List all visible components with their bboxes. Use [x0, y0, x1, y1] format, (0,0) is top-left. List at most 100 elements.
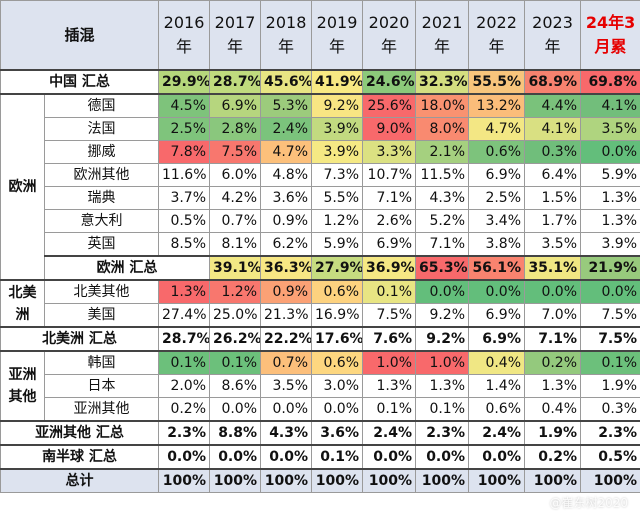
column-header-1: 2017 年 — [209, 0, 262, 71]
table-cell: 4.1% — [580, 93, 640, 118]
table-cell: 7.1% — [524, 326, 582, 352]
row-label: 意大利 — [43, 209, 160, 233]
table-cell: 7.0% — [524, 303, 582, 328]
table-cell: 5.3% — [260, 93, 313, 118]
table-row: 美国 27.4% 25.0% 21.3% 16.9% 7.5% 9.2% 6.9% 7.0% 7.… — [1, 303, 640, 328]
table-cell: 0.4% — [468, 350, 526, 375]
table-cell: 0.3% — [580, 397, 640, 422]
header-row: 插混 2016 年 2017 年 2018 年 2019 年 2020 年 2021 年 20… — [0, 0, 640, 71]
table-cell: 0.1% — [415, 397, 470, 422]
table-cell: 1.2% — [209, 279, 262, 304]
table-row: 亚洲 其他 韩国 0.1% 0.1% 0.7% 0.6% 1.0% 1.0% 0.4% 0.2% 0… — [0, 350, 640, 422]
table-cell: 0.0% — [311, 397, 364, 422]
table-cell: 0.4% — [524, 397, 582, 422]
row-label: 挪威 — [43, 140, 160, 164]
column-header-3: 2019 年 — [311, 0, 364, 71]
region-label: 欧洲 — [0, 93, 45, 281]
table-cell: 0.0% — [209, 444, 262, 470]
table-cell: 4.2% — [209, 186, 262, 210]
table-cell: 5.5% — [311, 186, 364, 210]
table-cell: 3.4% — [468, 209, 526, 233]
table-cell: 9.0% — [362, 117, 417, 141]
table-cell: 0.3% — [524, 140, 582, 164]
table-row: 中国 汇总 29.9% 28.7% 45.6% 41.9% 24.6% 32.3% 55.5%… — [0, 69, 640, 95]
table-cell: 8.6% — [209, 374, 262, 398]
table-cell: 1.0% — [362, 350, 417, 375]
table-cell: 4.4% — [524, 93, 582, 118]
table-cell: 16.9% — [311, 303, 364, 328]
table-cell: 1.3% — [415, 374, 470, 398]
table-cell: 45.6% — [260, 69, 313, 95]
column-header-2: 2018 年 — [260, 0, 313, 71]
table-row: 意大利 0.5% 0.7% 0.9% 1.2% 2.6% 5.2% 3.4% 1.7% 1.3% — [1, 209, 640, 233]
table-cell: 100% — [415, 468, 470, 493]
table-cell: 3.9% — [311, 117, 364, 141]
column-header-5: 2021 年 — [415, 0, 470, 71]
table-cell: 3.9% — [311, 140, 364, 164]
data-table: 插混 2016 年 2017 年 2018 年 2019 年 2020 年 2021 年 20… — [0, 0, 640, 493]
table-cell: 24.6% — [362, 69, 417, 95]
table-cell: 100% — [209, 468, 262, 493]
table-cell: 100% — [524, 468, 582, 493]
table-cell: 2.4% — [362, 420, 417, 446]
table-cell: 1.3% — [362, 374, 417, 398]
table-cell: 8.0% — [415, 117, 470, 141]
table-cell: 4.7% — [468, 117, 526, 141]
table-cell: 100% — [311, 468, 364, 493]
table-cell: 0.6% — [468, 140, 526, 164]
row-label: 美国 — [43, 303, 160, 328]
table-cell: 0.1% — [362, 397, 417, 422]
table-cell: 0.0% — [362, 444, 417, 470]
table-cell: 0.9% — [260, 279, 313, 304]
table-row: 亚洲其他 0.2% 0.0% 0.0% 0.0% 0.1% 0.1% 0.6% 0.4% 0.3% — [1, 397, 640, 422]
table-cell: 25.0% — [209, 303, 262, 328]
table-cell: 17.6% — [311, 326, 364, 352]
table-row: 英国 8.5% 8.1% 6.2% 5.9% 6.9% 7.1% 3.8% 3.5% 3.9% — [1, 232, 640, 257]
table-cell: 0.0% — [158, 444, 211, 470]
table-cell: 0.1% — [311, 444, 364, 470]
table-cell: 0.0% — [260, 397, 313, 422]
table-cell: 3.5% — [580, 117, 640, 141]
table-cell: 6.9% — [468, 326, 526, 352]
table-cell: 2.8% — [209, 117, 262, 141]
table-cell: 1.7% — [524, 209, 582, 233]
watermark: @崔东树2020 — [549, 496, 628, 510]
table-cell: 4.8% — [260, 163, 313, 187]
table-cell: 100% — [468, 468, 526, 493]
row-label: 日本 — [43, 374, 160, 398]
table-cell: 0.0% — [260, 444, 313, 470]
row-label: 中国 汇总 — [0, 69, 160, 95]
table-cell: 7.5% — [362, 303, 417, 328]
table-cell: 3.8% — [468, 232, 526, 257]
table-cell: 0.0% — [468, 279, 526, 304]
region-label: 亚洲 其他 — [0, 350, 45, 422]
table-cell: 0.5% — [158, 209, 211, 233]
table-cell: 1.9% — [524, 420, 582, 446]
column-header-8: 24年3 月累 — [580, 0, 640, 71]
table-cell: 21.9% — [580, 255, 640, 281]
table-cell: 0.2% — [524, 350, 582, 375]
row-label: 韩国 — [43, 350, 160, 375]
table-cell: 7.5% — [580, 303, 640, 328]
table-cell: 2.4% — [468, 420, 526, 446]
table-cell: 5.2% — [415, 209, 470, 233]
table-cell: 0.6% — [311, 350, 364, 375]
table-cell: 26.2% — [209, 326, 262, 352]
table-cell: 55.5% — [468, 69, 526, 95]
table-cell: 13.2% — [468, 93, 526, 118]
table-cell: 6.4% — [524, 163, 582, 187]
table-cell: 4.3% — [415, 186, 470, 210]
table-cell: 2.3% — [415, 420, 470, 446]
table-cell: 6.9% — [209, 93, 262, 118]
table-cell: 11.6% — [158, 163, 211, 187]
table-cell: 1.4% — [468, 374, 526, 398]
table-cell: 4.3% — [260, 420, 313, 446]
table-cell: 2.0% — [158, 374, 211, 398]
table-cell: 32.3% — [415, 69, 470, 95]
table-cell: 2.6% — [362, 209, 417, 233]
table-cell: 8.1% — [209, 232, 262, 257]
table-row: 欧洲 汇总 39.1% 36.3% 27.9% 36.9% 65.3% 56.1% 35.1%… — [1, 255, 640, 281]
table-cell: 1.3% — [580, 186, 640, 210]
table-cell: 4.5% — [158, 93, 211, 118]
table-cell: 7.3% — [311, 163, 364, 187]
